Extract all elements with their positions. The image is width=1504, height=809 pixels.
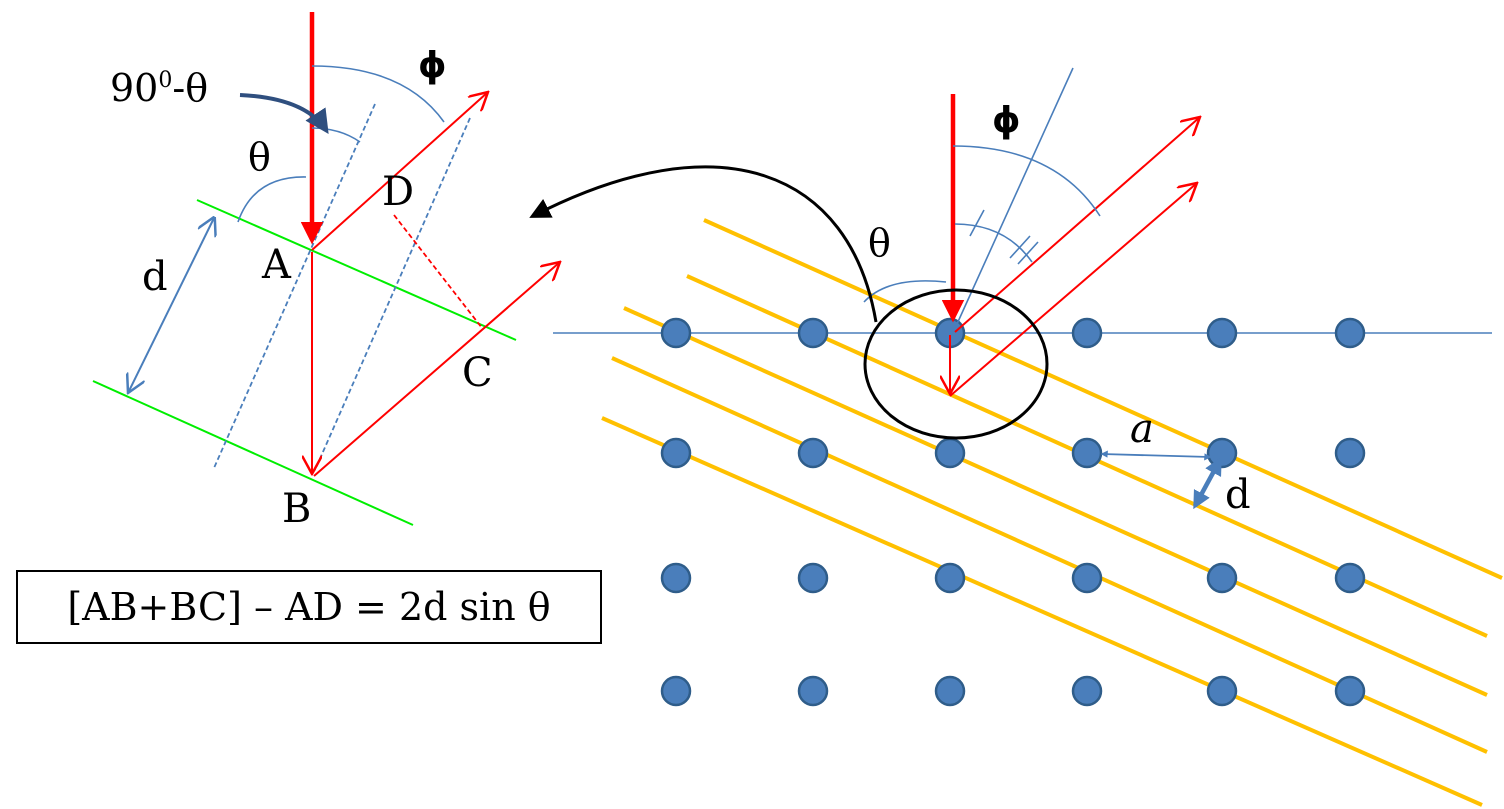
phi-label-right: ϕ xyxy=(992,100,1021,141)
atom xyxy=(797,317,829,349)
atom xyxy=(1334,317,1366,349)
point-B-label: B xyxy=(282,486,311,532)
zoom-ellipse xyxy=(863,288,1049,440)
right-diagram: ϕ θ a d xyxy=(529,67,1503,807)
complement-arc xyxy=(311,127,361,143)
atom xyxy=(1334,675,1366,707)
d-label-right: d xyxy=(1225,472,1251,518)
a-spacing-arrow xyxy=(1100,450,1212,461)
atom xyxy=(1206,562,1238,594)
point-C-label: C xyxy=(462,350,493,396)
atom xyxy=(660,317,692,349)
atom xyxy=(1206,675,1238,707)
atom xyxy=(1334,562,1366,594)
phi-arc xyxy=(311,65,445,123)
atom xyxy=(1071,562,1103,594)
bragg-formula-box: [AB+BC] – AD = 2d sin θ xyxy=(16,570,602,644)
complement-pointer xyxy=(239,93,329,135)
path-DC-dashed xyxy=(393,214,483,329)
atom xyxy=(934,675,966,707)
point-D-label: D xyxy=(382,169,414,215)
atom xyxy=(1071,675,1103,707)
orange-plane xyxy=(703,218,1503,580)
atom xyxy=(797,437,829,469)
theta-arc xyxy=(237,176,307,223)
atom xyxy=(934,562,966,594)
plane-lower xyxy=(92,380,414,526)
d-spacing-arrow-right xyxy=(1193,456,1222,510)
bragg-formula: [AB+BC] – AD = 2d sin θ xyxy=(67,585,551,629)
plane-upper xyxy=(196,199,517,341)
d-spacing-arrow xyxy=(128,218,214,393)
atom xyxy=(660,562,692,594)
atom xyxy=(1071,317,1103,349)
phi-label-left: ϕ xyxy=(418,45,447,86)
atom xyxy=(1071,437,1103,469)
atom xyxy=(660,675,692,707)
zoom-pointer-arrow xyxy=(529,165,878,323)
d-label-left: d xyxy=(142,254,168,300)
reflected-beam-BC xyxy=(313,262,560,477)
tick-mark xyxy=(1009,235,1031,259)
atom xyxy=(1334,437,1366,469)
dashed-normal-2 xyxy=(314,117,471,471)
theta-label-left: θ xyxy=(248,135,271,179)
complement-angle-label: 900-θ xyxy=(110,66,208,110)
tick-mark xyxy=(1017,241,1039,265)
phi-arc-right xyxy=(952,145,1101,217)
atom xyxy=(1206,437,1238,469)
orange-plane xyxy=(601,416,1483,807)
tick-mark xyxy=(969,209,985,237)
atom xyxy=(797,562,829,594)
atom-lattice xyxy=(660,317,1366,707)
atom xyxy=(660,437,692,469)
atom xyxy=(797,675,829,707)
reflected-beam-right-2 xyxy=(949,183,1197,397)
orange-plane xyxy=(623,306,1488,697)
dashed-normal-1 xyxy=(213,103,376,469)
atom xyxy=(934,437,966,469)
point-A-label: A xyxy=(261,242,292,288)
theta-label-right: θ xyxy=(868,221,891,265)
left-diagram: 900-θ ϕ θ d A B C D xyxy=(92,12,560,532)
a-label: a xyxy=(1130,406,1154,452)
atom xyxy=(1206,317,1238,349)
reflected-beam-A xyxy=(311,92,488,251)
